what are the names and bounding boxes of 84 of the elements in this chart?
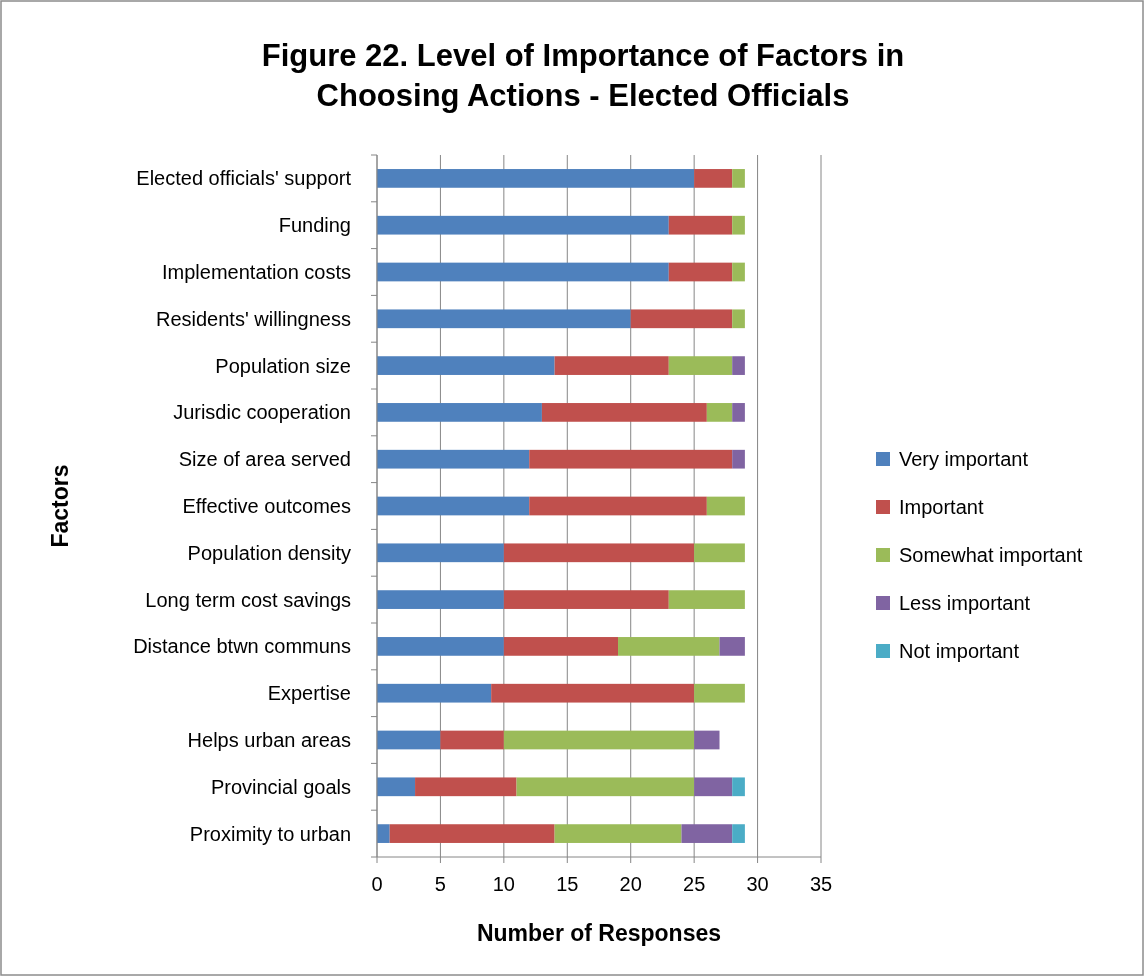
x-tick-label: 15: [556, 873, 579, 895]
legend-label: Somewhat important: [899, 544, 1083, 566]
y-tick-label: Effective outcomes: [182, 495, 351, 517]
y-tick-label: Population density: [187, 541, 351, 564]
bar: [503, 637, 619, 656]
bar: [694, 543, 745, 563]
bar: [377, 637, 504, 656]
x-tick-label: 10: [492, 873, 515, 895]
legend-label: Very important: [899, 448, 1029, 470]
bar: [377, 215, 669, 235]
bar: [732, 309, 745, 329]
bar: [389, 824, 555, 843]
bar: [415, 777, 517, 797]
bar: [503, 730, 695, 750]
bar: [529, 449, 733, 469]
bar: [694, 683, 745, 703]
bar: [554, 824, 682, 843]
y-tick-label: Expertise: [267, 682, 351, 705]
y-tick-label: Funding: [278, 214, 351, 237]
bar: [618, 637, 720, 656]
bar: [516, 777, 695, 797]
bar: [377, 543, 504, 563]
bar: [377, 169, 695, 188]
bar: [732, 169, 745, 188]
bar: [732, 449, 745, 469]
bar: [377, 496, 530, 516]
bar: [503, 590, 669, 609]
bar: [732, 262, 745, 282]
y-tick-label: Residents' willingness: [155, 307, 351, 330]
y-tick-label: Jurisdic cooperation: [173, 401, 351, 424]
bar: [732, 824, 745, 843]
x-tick-label: 35: [809, 873, 833, 895]
bar: [732, 356, 745, 375]
x-tick-label: 30: [746, 873, 769, 895]
bar: [440, 730, 504, 750]
bar: [377, 403, 542, 422]
bar: [377, 590, 504, 609]
bar: [706, 496, 745, 516]
bar: [706, 403, 733, 422]
y-tick-label: Provincial goals: [210, 775, 351, 798]
x-tick-label: 25: [683, 873, 706, 895]
y-tick-label: Implementation costs: [162, 261, 351, 283]
bar: [377, 824, 390, 843]
bar: [377, 262, 669, 282]
bar: [668, 590, 745, 609]
bar: [668, 356, 733, 375]
bar: [377, 309, 631, 329]
x-tick-label: 0: [371, 873, 383, 895]
bar: [377, 449, 530, 469]
y-tick-label: Size of area served: [178, 448, 351, 471]
y-tick-label: Proximity to urban: [189, 822, 351, 845]
legend-label: Not important: [899, 640, 1020, 662]
y-tick-label: Population size: [215, 354, 351, 377]
bar: [377, 683, 492, 703]
bar: [541, 403, 707, 422]
bar: [694, 169, 733, 188]
bar: [732, 777, 745, 797]
bar: [377, 730, 441, 750]
legend-label: Important: [899, 496, 984, 518]
bar: [503, 543, 695, 563]
bar: [529, 496, 707, 516]
y-tick-label: Elected officials' support: [136, 167, 352, 190]
bar: [694, 777, 733, 797]
bar: [681, 824, 733, 843]
x-tick-label: 5: [434, 873, 446, 895]
legend-label: Less important: [899, 592, 1031, 614]
y-tick-label: Distance btwn communs: [133, 635, 351, 658]
bar: [377, 356, 555, 375]
y-tick-label: Long term cost savings: [145, 588, 351, 611]
y-axis-title: Factors: [47, 464, 73, 548]
bar: [491, 683, 695, 703]
y-tick-label: Helps urban areas: [187, 729, 351, 751]
bar: [694, 730, 720, 750]
bar: [630, 309, 733, 329]
bar: [554, 356, 669, 375]
x-axis-title: Number of Responses: [476, 920, 722, 946]
bar: [719, 637, 745, 656]
bar: [732, 403, 745, 422]
chart-title: Figure 22. Level of Importance of Factors in Choosing Actions - Elected Officials: [261, 38, 905, 113]
bar: [377, 777, 416, 797]
x-tick-label: 20: [619, 873, 642, 895]
bar: [668, 262, 733, 282]
bar: [668, 215, 733, 235]
bar: [732, 215, 745, 235]
